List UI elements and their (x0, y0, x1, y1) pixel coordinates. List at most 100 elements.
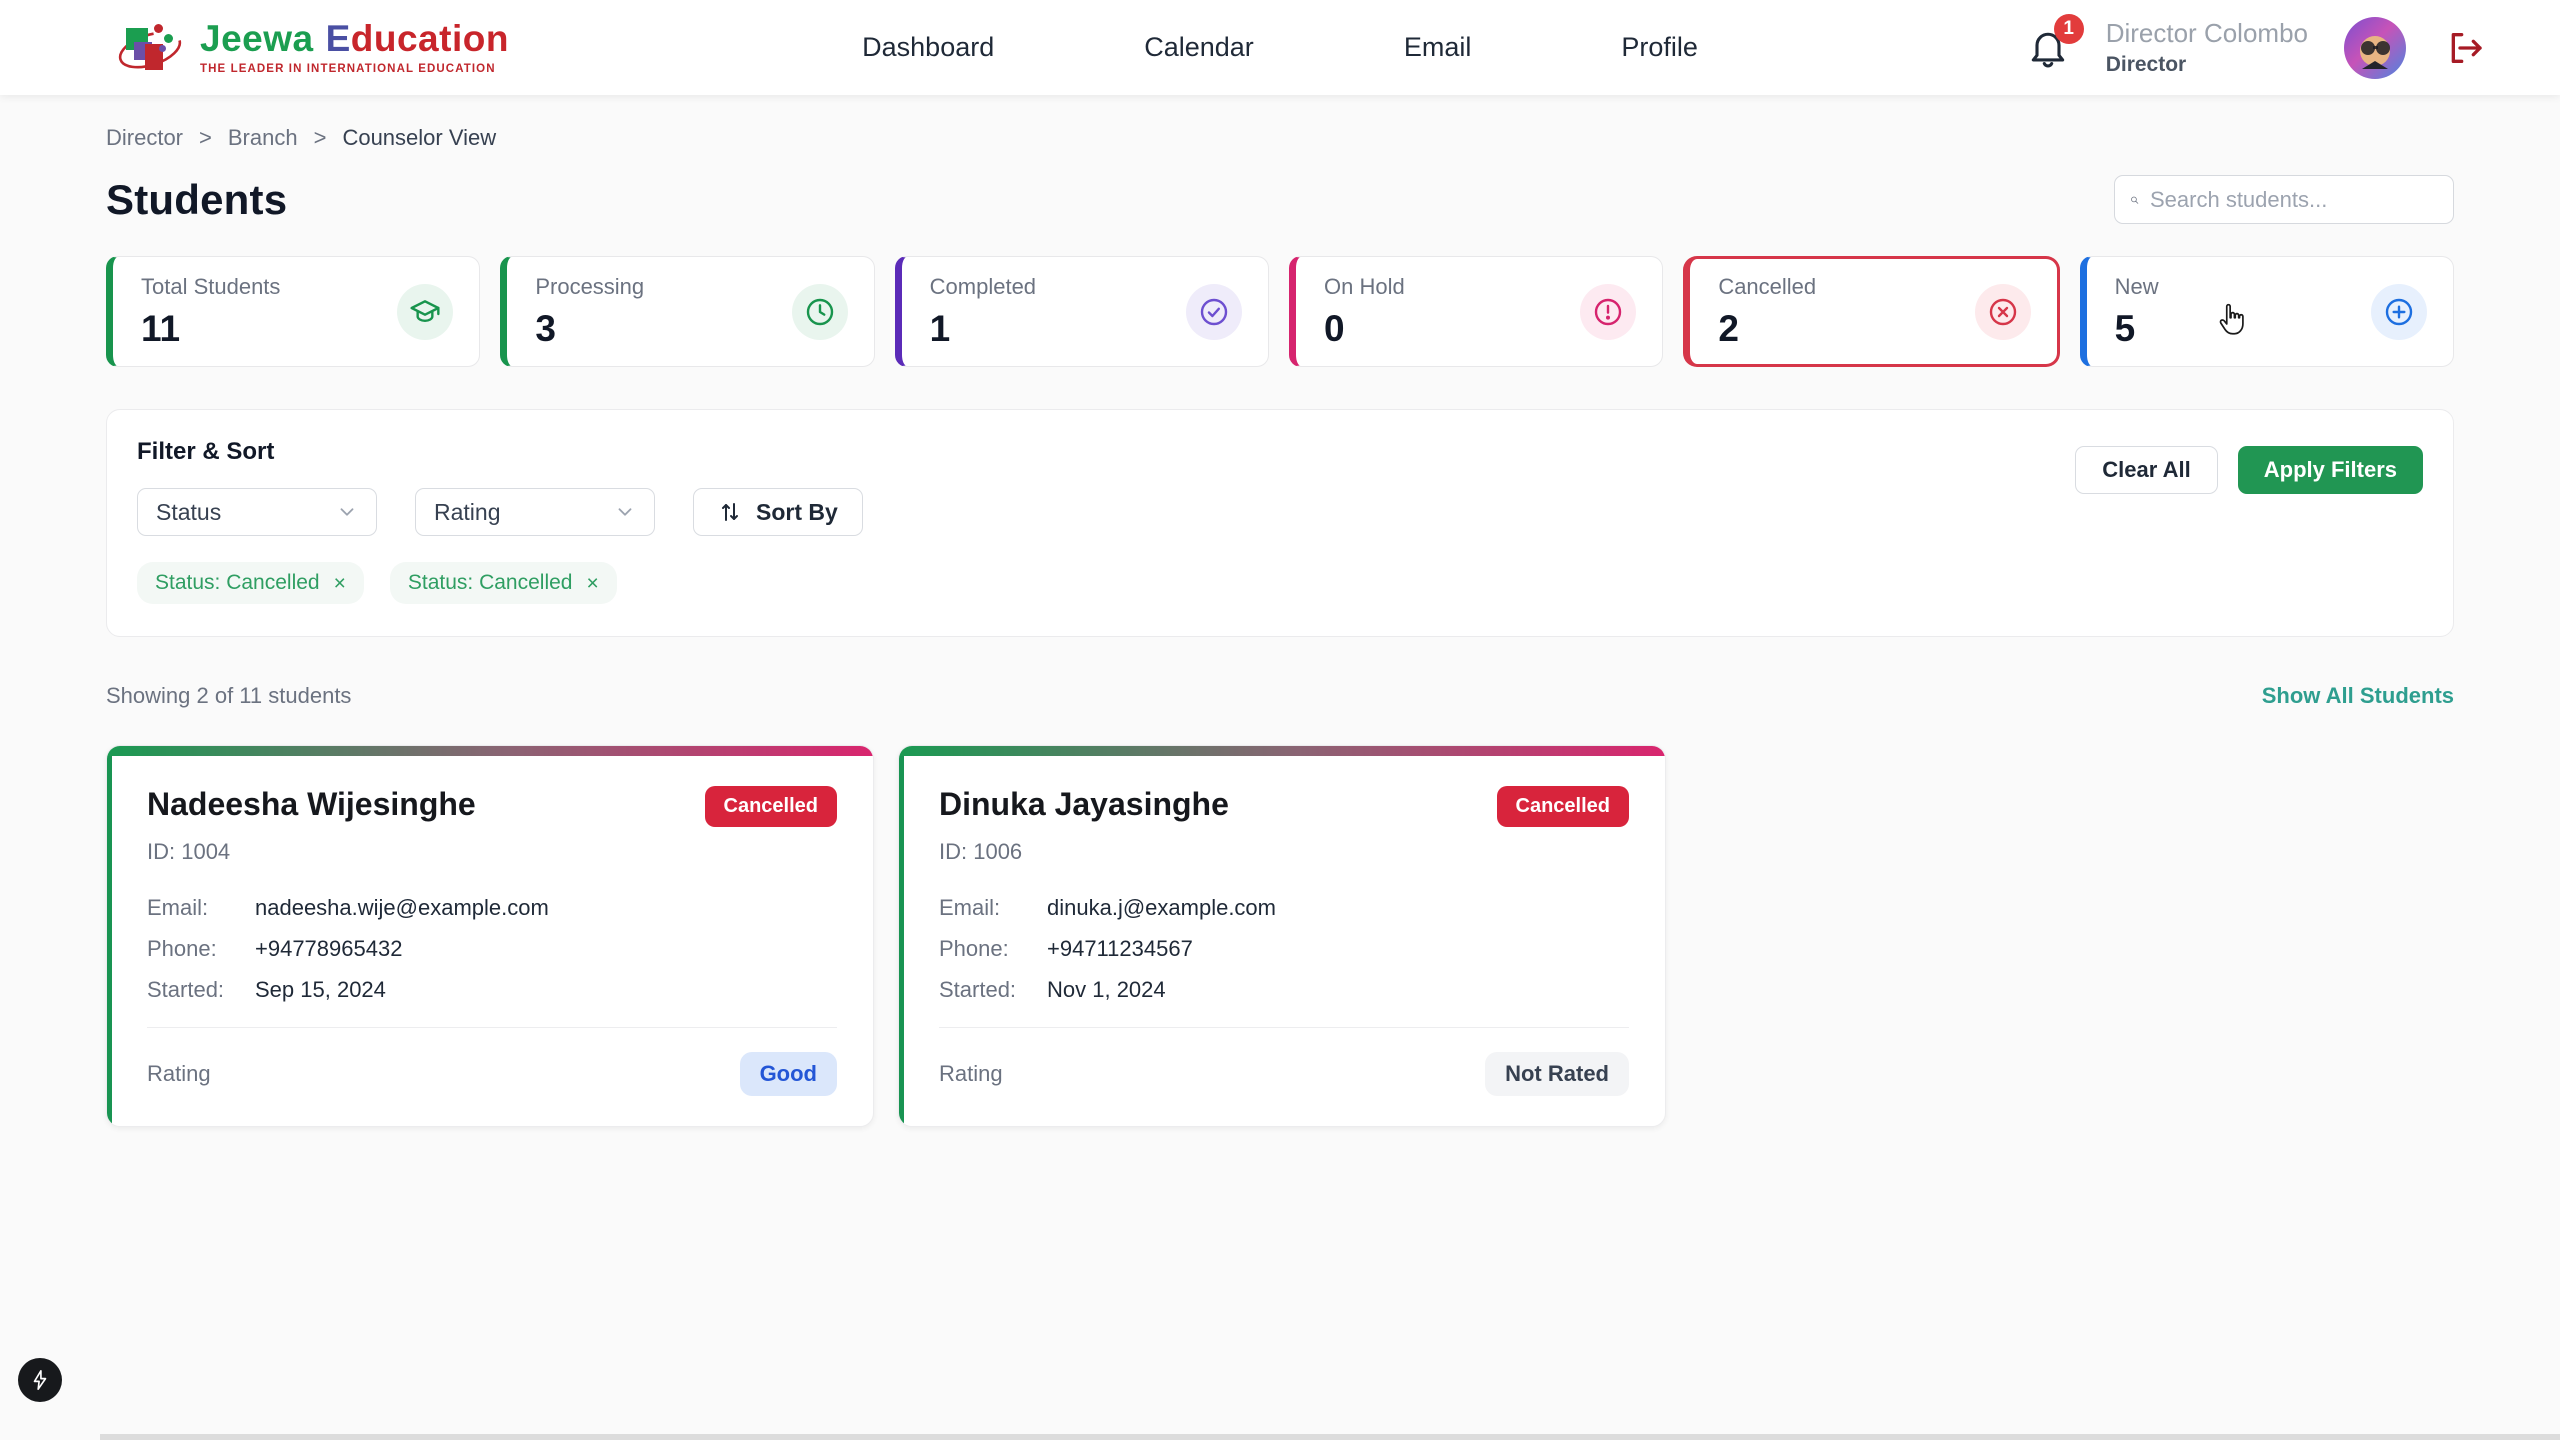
student-id: ID: 1004 (147, 839, 231, 864)
avatar-face (2360, 35, 2390, 69)
started-value: Nov 1, 2024 (1047, 977, 1166, 1002)
card-accent-bar (899, 756, 904, 1126)
student-card[interactable]: Nadeesha Wijesinghe Cancelled ID: 1004 E… (106, 745, 874, 1127)
notifications-button[interactable]: 1 (2026, 13, 2084, 70)
stat-value: 5 (2114, 307, 2136, 349)
breadcrumb-separator: > (313, 125, 327, 150)
nav-profile[interactable]: Profile (1621, 32, 1698, 62)
status-dropdown[interactable]: Status (137, 488, 377, 536)
stat-label: Processing (535, 273, 645, 299)
chip-close-icon[interactable]: × (333, 571, 346, 595)
stat-label: Completed (929, 273, 1037, 299)
brand-logo-text: Jeewa Education THE LEADER IN INTERNATION… (200, 20, 509, 76)
student-name: Nadeesha Wijesinghe (147, 786, 476, 822)
rating-dropdown[interactable]: Rating (415, 488, 655, 536)
brand-logo-icon (118, 18, 184, 78)
filter-chip: Status: Cancelled × (389, 562, 617, 604)
rating-badge: Good (739, 1052, 837, 1096)
student-name: Dinuka Jayasinghe (939, 786, 1229, 822)
stat-value: 1 (929, 307, 951, 349)
student-card[interactable]: Dinuka Jayasinghe Cancelled ID: 1006 Ema… (898, 745, 1666, 1127)
breadcrumb-separator: > (199, 125, 212, 150)
search-icon (2131, 196, 2139, 204)
plus-circle-icon (2385, 298, 2413, 325)
logout-icon (2451, 32, 2482, 63)
stats-row: Total Students 11 Processing 3 Completed… (0, 256, 2560, 367)
mouse-cursor (2215, 301, 2249, 346)
chip-close-icon[interactable]: × (586, 571, 599, 595)
results-summary: Showing 2 of 11 students (106, 683, 352, 708)
stat-card-cancelled[interactable]: Cancelled 2 (1683, 256, 2060, 367)
brand-logo[interactable]: Jeewa Education THE LEADER IN INTERNATION… (118, 18, 509, 78)
started-label: Started: (939, 977, 1017, 1002)
brand-name-red: ducation (350, 17, 509, 59)
user-name: Director Colombo (2105, 17, 2308, 48)
breadcrumb-director[interactable]: Director (106, 125, 184, 150)
status-badge: Cancelled (1496, 786, 1629, 827)
main-nav: Dashboard Calendar Email Profile (862, 32, 1698, 63)
nav-email[interactable]: Email (1403, 32, 1472, 62)
stat-label: Total Students (141, 273, 281, 299)
user-meta: Director Colombo Director (2106, 18, 2308, 77)
stat-value: 11 (141, 307, 181, 349)
divider (939, 1027, 1629, 1028)
brand-name-green: Jeewa (200, 17, 314, 59)
student-id: ID: 1006 (939, 839, 1023, 864)
nav-calendar[interactable]: Calendar (1144, 32, 1254, 62)
notification-badge: 1 (2053, 13, 2084, 44)
user-role: Director (2105, 53, 2187, 76)
dev-tools-button[interactable] (18, 1358, 62, 1402)
chevron-down-icon (340, 508, 354, 516)
started-value: Sep 15, 2024 (255, 977, 386, 1002)
breadcrumb: Director > Branch > Counselor View (0, 125, 2560, 151)
nav-dashboard[interactable]: Dashboard (862, 32, 995, 62)
lightning-bolt-icon (33, 1370, 47, 1390)
filter-chip-label: Status: Cancelled (407, 571, 573, 594)
stat-value: 3 (535, 307, 556, 349)
bottom-scrollbar-track[interactable] (100, 1434, 2560, 1440)
clear-all-button[interactable]: Clear All (2075, 446, 2218, 494)
alert-circle-icon (1595, 298, 1622, 325)
status-dropdown-value: Status (156, 498, 222, 525)
brand-tagline: THE LEADER IN INTERNATIONAL EDUCATION (200, 62, 496, 75)
breadcrumb-branch[interactable]: Branch (227, 125, 298, 150)
stat-card-total-students[interactable]: Total Students 11 (106, 256, 481, 367)
stat-card-processing[interactable]: Processing 3 (500, 256, 875, 367)
rating-label: Rating (147, 1061, 211, 1086)
clock-icon (806, 298, 833, 325)
logout-button[interactable] (2442, 25, 2488, 71)
email-value: nadeesha.wije@example.com (255, 895, 549, 920)
phone-value: +94778965432 (255, 936, 403, 961)
divider (147, 1027, 837, 1028)
card-accent-bar (107, 756, 112, 1126)
avatar[interactable] (2344, 16, 2406, 79)
top-header: Jeewa Education THE LEADER IN INTERNATION… (0, 0, 2560, 95)
rating-label: Rating (939, 1061, 1003, 1086)
stat-card-new[interactable]: New 5 (2079, 256, 2454, 367)
breadcrumb-counselor-view: Counselor View (342, 125, 497, 150)
stat-card-completed[interactable]: Completed 1 (894, 256, 1269, 367)
sort-by-label: Sort By (756, 498, 838, 525)
search-box[interactable] (2114, 175, 2454, 224)
bell-icon (2031, 32, 2064, 67)
brand-name-blue: E (325, 17, 351, 59)
stat-card-on-hold[interactable]: On Hold 0 (1288, 256, 1664, 367)
sort-arrows-icon (722, 503, 738, 521)
show-all-students-link[interactable]: Show All Students (2261, 683, 2454, 708)
stat-label: On Hold (1323, 273, 1405, 299)
apply-filters-button[interactable]: Apply Filters (2237, 446, 2423, 494)
started-label: Started: (147, 977, 225, 1002)
sort-by-button[interactable]: Sort By (693, 488, 863, 536)
status-badge: Cancelled (704, 786, 837, 827)
chevron-down-icon (618, 508, 632, 516)
card-gradient-bar (107, 746, 873, 756)
phone-label: Phone: (147, 936, 217, 961)
filter-chip: Status: Cancelled × (137, 562, 364, 604)
filter-chip-label: Status: Cancelled (155, 571, 320, 594)
rating-badge: Not Rated (1485, 1052, 1629, 1096)
active-filter-chips: Status: Cancelled × Status: Cancelled × (137, 562, 2423, 604)
card-gradient-bar (899, 746, 1665, 756)
page-title: Students (106, 175, 288, 223)
search-input[interactable] (2150, 186, 2438, 213)
filter-panel: Filter & Sort Status Rating Sort By Clea… (106, 409, 2454, 637)
